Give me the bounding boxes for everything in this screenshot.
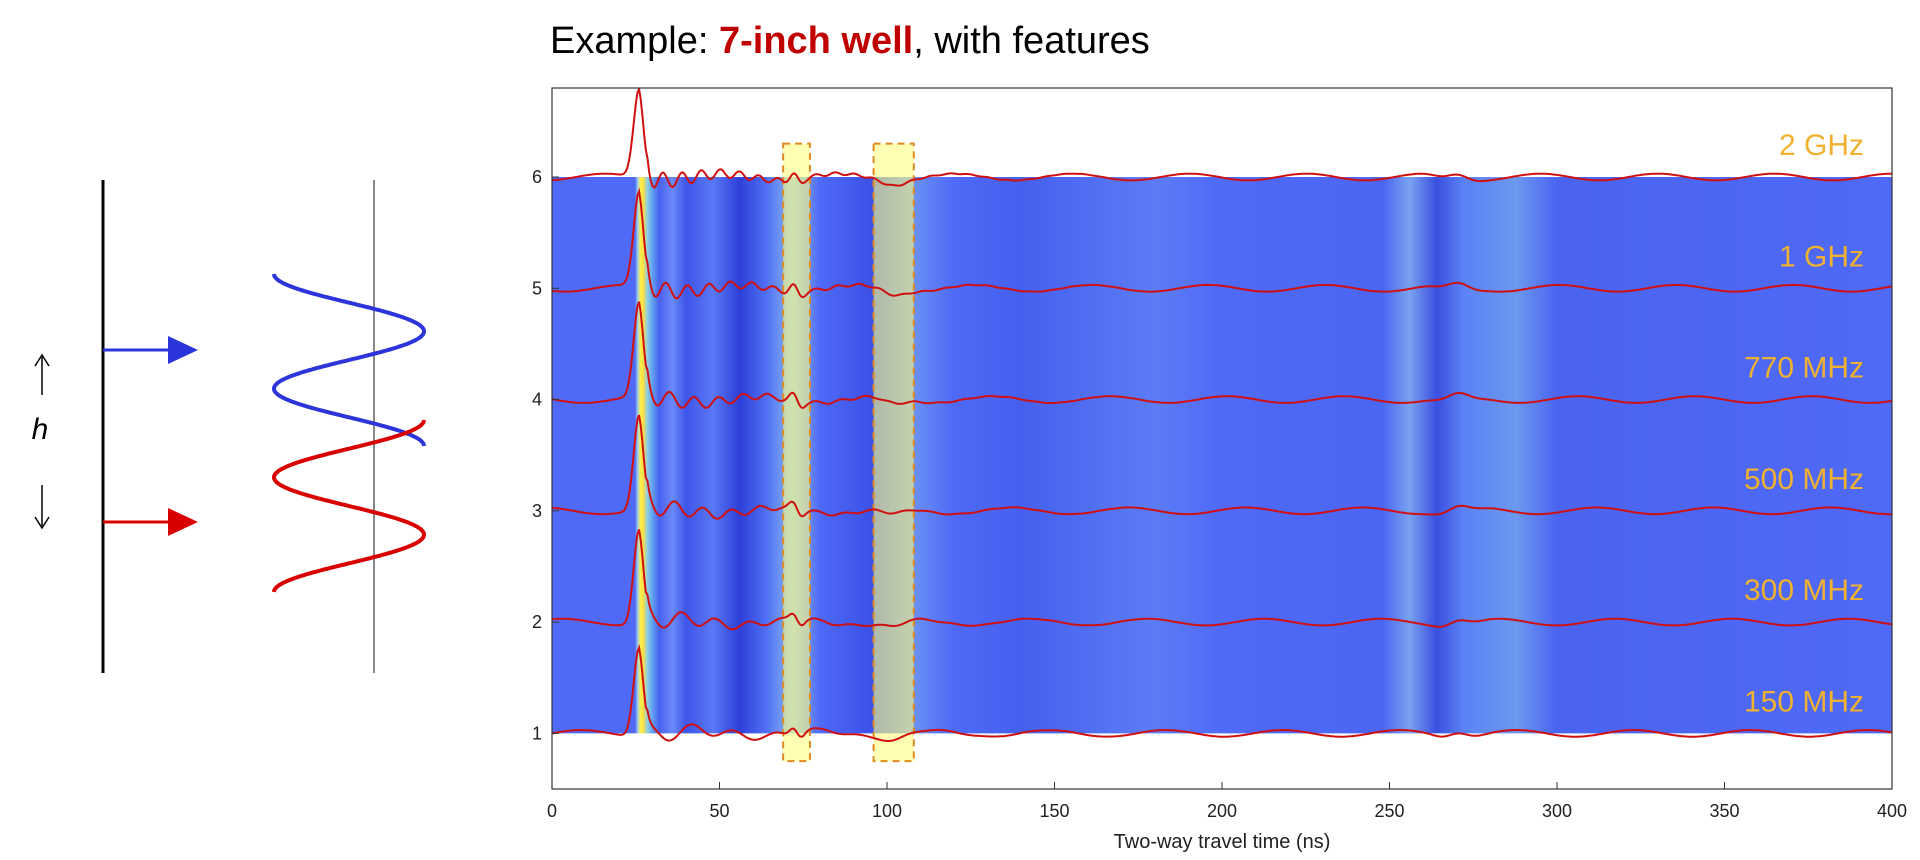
series-label: 300 MHz (1744, 574, 1864, 607)
y-tick-label: 5 (532, 278, 542, 298)
down-arrow-icon (34, 516, 50, 530)
y-tick-label: 1 (532, 723, 542, 743)
feature-box-1 (782, 142, 811, 763)
title-suffix: , with features (913, 20, 1150, 62)
y-tick-label: 2 (532, 612, 542, 632)
lower-wave (272, 419, 426, 593)
amplitude-heatmap (552, 177, 1892, 734)
y-tick-label: 6 (532, 167, 542, 187)
page-title: Example: 7-inch well, with features (550, 20, 1150, 63)
x-tick-label: 400 (1877, 801, 1907, 821)
y-tick-label: 3 (532, 501, 542, 521)
trace-500-mhz (552, 414, 1892, 520)
upper-arrow-head-icon (168, 336, 198, 364)
lower-arrow-head-icon (168, 508, 198, 536)
title-prefix: Example: (550, 20, 719, 62)
x-tick-label: 150 (1039, 801, 1069, 821)
x-axis-label: Two-way travel time (ns) (1114, 831, 1331, 853)
series-label: 770 MHz (1744, 352, 1864, 385)
series-label: 500 MHz (1744, 463, 1864, 496)
x-tick-label: 50 (709, 801, 729, 821)
wave-schematic: h (32, 180, 426, 673)
trace-300-mhz (552, 529, 1892, 631)
up-arrow-icon (34, 353, 50, 367)
x-tick-label: 200 (1207, 801, 1237, 821)
trace-1-ghz (552, 187, 1892, 300)
series-label: 150 MHz (1744, 685, 1864, 718)
title-highlight: 7-inch well (718, 20, 914, 62)
upper-wave (272, 273, 426, 447)
series-label: 2 GHz (1779, 129, 1864, 162)
feature-box-2 (872, 142, 915, 763)
y-tick-label: 4 (532, 390, 542, 410)
x-tick-label: 350 (1709, 801, 1739, 821)
x-tick-label: 0 (547, 801, 557, 821)
trace-770-mhz (552, 301, 1892, 409)
trace-150-mhz (552, 643, 1892, 742)
height-label: h (32, 413, 49, 446)
x-tick-label: 100 (872, 801, 902, 821)
trace-2-ghz (552, 88, 1892, 189)
series-label: 1 GHz (1779, 240, 1864, 273)
x-tick-label: 300 (1542, 801, 1572, 821)
x-tick-label: 250 (1374, 801, 1404, 821)
